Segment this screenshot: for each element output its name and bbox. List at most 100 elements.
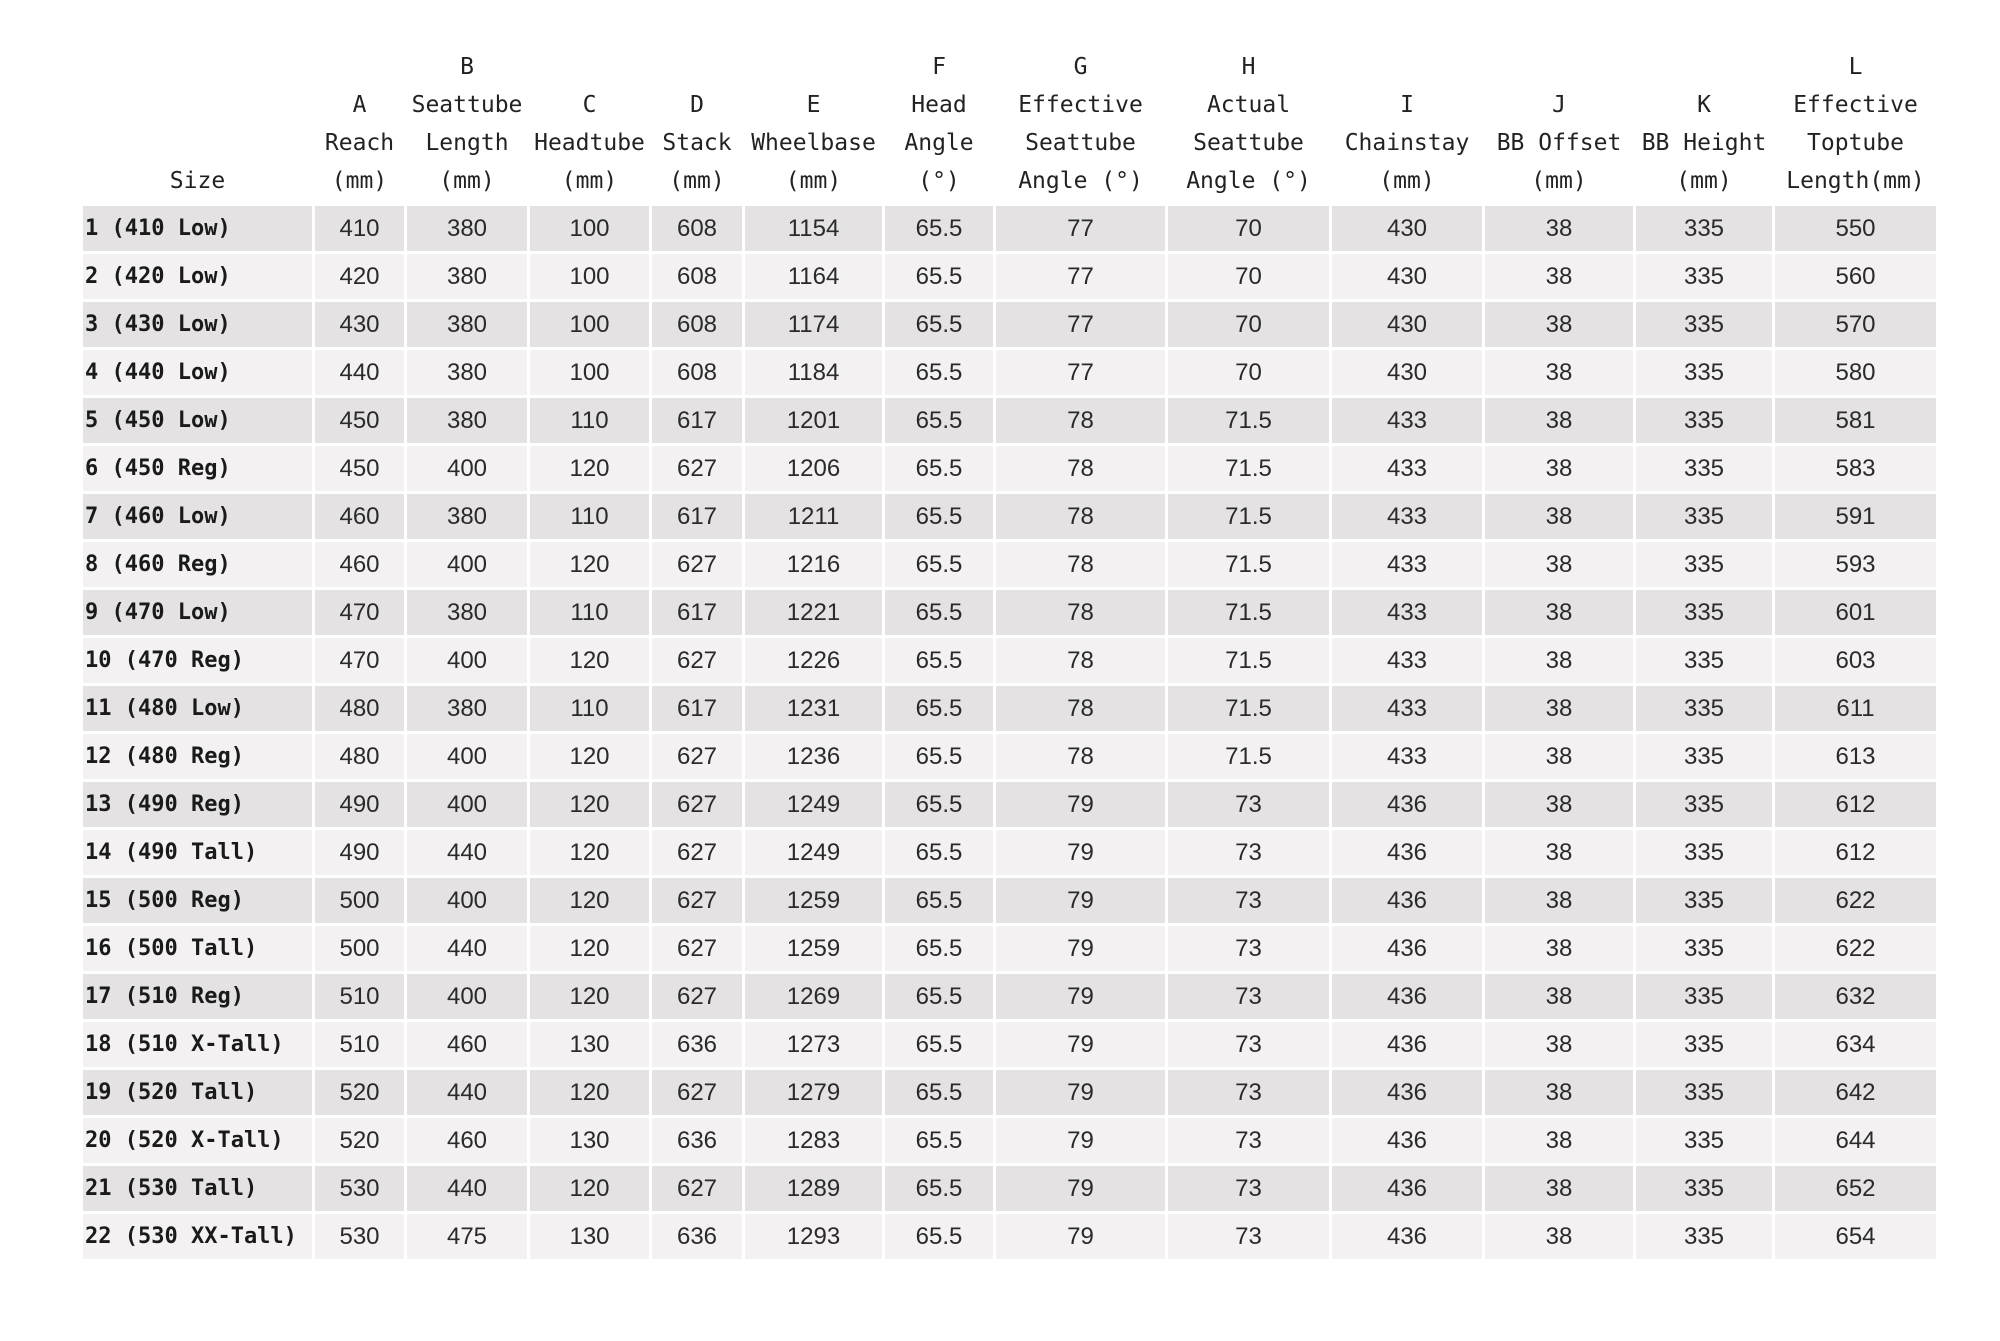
cell-j: 38 [1485,350,1633,395]
column-header-line: Stack [662,130,732,156]
cell-d: 627 [652,542,742,587]
size-label: 20 (520 X-Tall) [83,1118,312,1163]
cell-e: 1184 [745,350,882,395]
cell-f: 65.5 [885,782,993,827]
table-row: 11 (480 Low) 480 380 110 617 1231 65.5 78 71.5 43… [83,686,1936,731]
cell-g: 77 [996,350,1165,395]
cell-a: 500 [315,926,404,971]
cell-e: 1269 [745,974,882,1019]
column-header-size: Size [83,48,312,203]
table-row: 20 (520 X-Tall) 520 460 130 636 1283 65.5 79 73 4… [83,1118,1936,1163]
cell-f: 65.5 [885,734,993,779]
table-row: 10 (470 Reg) 470 400 120 627 1226 65.5 78 71.5 43… [83,638,1936,683]
cell-a: 460 [315,494,404,539]
column-header-line: (mm) [1676,168,1732,194]
cell-b: 380 [407,350,527,395]
size-label: 16 (500 Tall) [83,926,312,971]
cell-l: 591 [1775,494,1936,539]
cell-d: 608 [652,302,742,347]
cell-f: 65.5 [885,302,993,347]
cell-l: 613 [1775,734,1936,779]
cell-f: 65.5 [885,878,993,923]
cell-k: 335 [1636,446,1772,491]
cell-h: 71.5 [1168,494,1329,539]
column-header-line: I [1400,92,1414,118]
table-row: 21 (530 Tall) 530 440 120 627 1289 65.5 79 73 436… [83,1166,1936,1211]
column-header-line: BB Offset [1496,130,1622,156]
cell-g: 78 [996,734,1165,779]
cell-c: 120 [530,446,649,491]
cell-j: 38 [1485,1022,1633,1067]
cell-a: 480 [315,686,404,731]
cell-d: 636 [652,1214,742,1259]
cell-c: 120 [530,782,649,827]
size-label: 15 (500 Reg) [83,878,312,923]
cell-b: 440 [407,830,527,875]
cell-k: 335 [1636,1070,1772,1115]
cell-i: 436 [1332,1070,1482,1115]
cell-e: 1206 [745,446,882,491]
cell-c: 100 [530,302,649,347]
cell-c: 120 [530,878,649,923]
size-label: 12 (480 Reg) [83,734,312,779]
cell-l: 612 [1775,782,1936,827]
cell-c: 120 [530,638,649,683]
cell-b: 380 [407,590,527,635]
column-header-line: C [582,92,597,118]
cell-g: 79 [996,1214,1165,1259]
size-label: 2 (420 Low) [83,254,312,299]
cell-g: 77 [996,206,1165,251]
cell-l: 632 [1775,974,1936,1019]
cell-c: 130 [530,1214,649,1259]
cell-c: 110 [530,494,649,539]
cell-g: 77 [996,254,1165,299]
cell-f: 65.5 [885,830,993,875]
size-label: 18 (510 X-Tall) [83,1022,312,1067]
cell-e: 1273 [745,1022,882,1067]
cell-f: 65.5 [885,1118,993,1163]
cell-k: 335 [1636,1022,1772,1067]
size-label: 19 (520 Tall) [83,1070,312,1115]
column-header-a: A Reach (mm) [315,48,404,203]
cell-g: 79 [996,1118,1165,1163]
cell-c: 100 [530,350,649,395]
cell-l: 603 [1775,638,1936,683]
column-header-line: Head [911,92,967,118]
column-header-line: Seattube [1025,130,1136,156]
cell-f: 65.5 [885,638,993,683]
cell-d: 627 [652,782,742,827]
column-header-e: E Wheelbase (mm) [745,48,882,203]
column-header-line: Seattube [1193,130,1304,156]
cell-a: 470 [315,590,404,635]
cell-d: 627 [652,1070,742,1115]
cell-e: 1211 [745,494,882,539]
cell-l: 570 [1775,302,1936,347]
table-row: 6 (450 Reg) 450 400 120 627 1206 65.5 78 71.5 433… [83,446,1936,491]
cell-e: 1259 [745,926,882,971]
cell-e: 1289 [745,1166,882,1211]
cell-c: 120 [530,1070,649,1115]
cell-h: 71.5 [1168,446,1329,491]
cell-b: 400 [407,446,527,491]
column-header-line: (mm) [331,168,388,194]
cell-h: 73 [1168,1214,1329,1259]
cell-j: 38 [1485,1214,1633,1259]
cell-e: 1221 [745,590,882,635]
column-header-k: K BB Height (mm) [1636,48,1772,203]
cell-l: 642 [1775,1070,1936,1115]
size-label: 4 (440 Low) [83,350,312,395]
cell-c: 110 [530,398,649,443]
cell-g: 79 [996,878,1165,923]
cell-j: 38 [1485,542,1633,587]
cell-d: 617 [652,398,742,443]
cell-b: 400 [407,782,527,827]
column-header-line: (mm) [561,168,618,194]
cell-e: 1279 [745,1070,882,1115]
cell-e: 1231 [745,686,882,731]
cell-g: 78 [996,686,1165,731]
table-row: 18 (510 X-Tall) 510 460 130 636 1273 65.5 79 73 4… [83,1022,1936,1067]
cell-e: 1226 [745,638,882,683]
cell-e: 1174 [745,302,882,347]
cell-d: 608 [652,350,742,395]
cell-h: 71.5 [1168,734,1329,779]
